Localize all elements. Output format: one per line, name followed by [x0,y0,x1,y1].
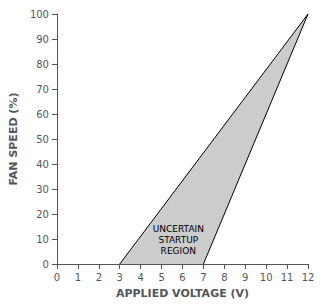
svg-text:4: 4 [137,272,143,283]
svg-text:1: 1 [75,272,81,283]
svg-text:10: 10 [260,272,273,283]
svg-text:9: 9 [242,272,248,283]
svg-text:0: 0 [43,259,49,270]
svg-text:FAN SPEED (%): FAN SPEED (%) [7,93,20,186]
svg-text:90: 90 [36,34,49,45]
svg-text:50: 50 [36,134,49,145]
svg-text:STARTUP: STARTUP [158,235,198,245]
svg-text:10: 10 [36,234,49,245]
svg-text:6: 6 [179,272,185,283]
svg-text:60: 60 [36,109,49,120]
svg-text:REGION: REGION [161,246,196,256]
svg-text:2: 2 [96,272,102,283]
svg-text:20: 20 [36,209,49,220]
svg-text:100: 100 [30,9,49,20]
svg-text:80: 80 [36,59,49,70]
svg-text:5: 5 [158,272,164,283]
svg-text:APPLIED VOLTAGE (V): APPLIED VOLTAGE (V) [116,287,249,300]
svg-text:30: 30 [36,184,49,195]
svg-text:0: 0 [54,272,60,283]
svg-text:8: 8 [221,272,227,283]
svg-text:70: 70 [36,84,49,95]
svg-text:7: 7 [200,272,206,283]
svg-text:11: 11 [281,272,294,283]
svg-text:12: 12 [302,272,315,283]
svg-text:UNCERTAIN: UNCERTAIN [153,224,204,234]
svg-text:40: 40 [36,159,49,170]
svg-text:3: 3 [117,272,123,283]
